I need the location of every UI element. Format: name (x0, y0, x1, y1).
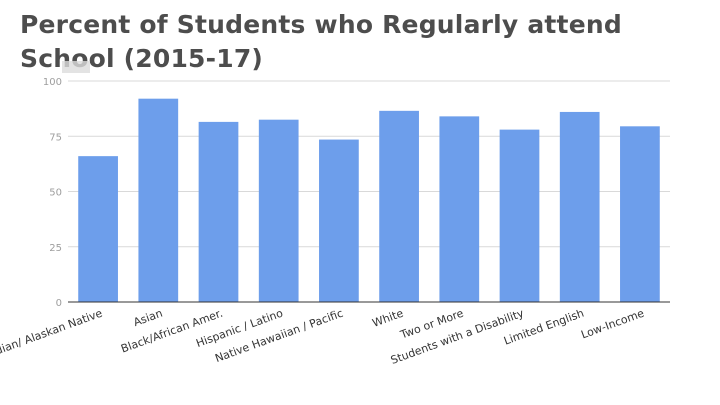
bar (559, 111, 600, 302)
bar (78, 156, 118, 302)
bar (258, 119, 299, 302)
bar (499, 129, 540, 302)
bar (379, 110, 419, 303)
y-tick-label: 0 (56, 298, 62, 309)
y-tick-label: 75 (49, 132, 62, 143)
bar (319, 139, 359, 302)
title-redaction (62, 61, 90, 73)
y-axis-ticks: 0 25 50 75 100 (43, 77, 62, 309)
x-category-label: White (371, 307, 406, 330)
y-tick-label: 50 (49, 188, 62, 199)
x-axis-labels: American Indian/ Alaskan Native AsianBlac… (0, 306, 646, 380)
x-category-label: Black/African Amer. (119, 307, 224, 356)
bar (620, 126, 660, 303)
bar (439, 116, 480, 302)
bars (78, 98, 660, 303)
x-category-label: Low-Income (579, 307, 646, 342)
chart-title: Percent of Students who Regularly attend… (20, 10, 622, 73)
x-category-label: Asian (132, 307, 165, 329)
x-category-label: American Indian/ Alaskan Native (0, 307, 104, 381)
bar (198, 121, 239, 302)
bar (138, 98, 179, 303)
y-tick-label: 100 (43, 77, 62, 88)
y-tick-label: 25 (49, 243, 62, 254)
